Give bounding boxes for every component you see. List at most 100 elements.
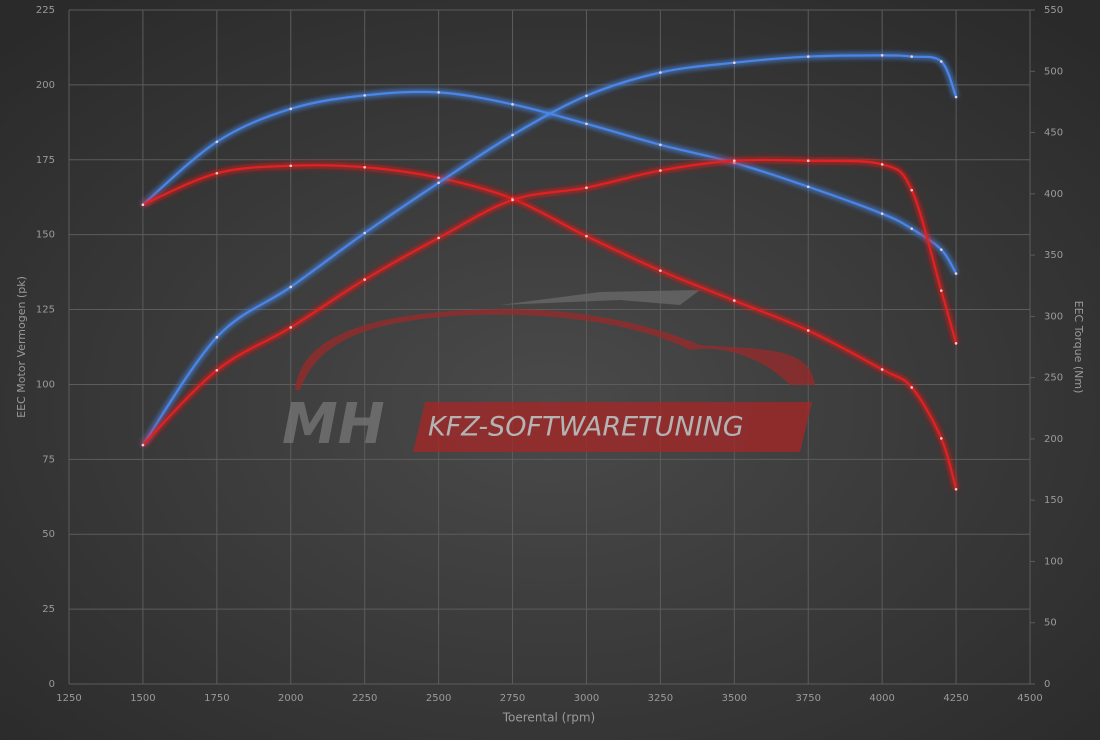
data-point xyxy=(511,198,514,202)
x-tick-label: 1750 xyxy=(204,693,229,704)
data-point xyxy=(939,437,943,440)
data-point xyxy=(806,329,810,332)
y2-tick-label: 450 xyxy=(1044,128,1063,139)
data-point xyxy=(585,94,588,98)
data-point xyxy=(954,342,958,345)
y-tick-label: 0 xyxy=(49,679,55,690)
data-point xyxy=(880,54,884,57)
x-tick-label: 4500 xyxy=(1017,693,1042,704)
data-point xyxy=(437,176,440,180)
x-axis-label: Toerental (rpm) xyxy=(502,711,595,725)
data-point xyxy=(910,188,914,192)
data-point xyxy=(215,368,219,372)
data-point xyxy=(289,326,293,329)
data-point xyxy=(939,248,943,251)
x-tick-label: 4000 xyxy=(869,693,894,704)
data-point xyxy=(954,95,958,99)
data-point xyxy=(659,269,662,272)
data-point xyxy=(363,94,366,97)
y-axis-label: EEC Motor Vermogen (pk) xyxy=(15,276,28,418)
y2-tick-label: 50 xyxy=(1044,618,1057,629)
x-tick-label: 3500 xyxy=(722,693,747,704)
data-point xyxy=(733,299,736,302)
data-point xyxy=(910,386,914,389)
y-tick-label: 25 xyxy=(42,604,55,615)
data-point xyxy=(733,161,736,165)
data-point xyxy=(215,171,219,175)
data-point xyxy=(806,185,810,189)
data-point xyxy=(954,272,958,275)
x-tick-label: 2500 xyxy=(426,693,451,704)
data-point xyxy=(733,159,736,163)
data-point xyxy=(733,61,736,64)
y2-tick-label: 100 xyxy=(1044,556,1063,567)
data-point xyxy=(437,236,440,240)
y2-tick-label: 500 xyxy=(1044,66,1063,77)
data-point xyxy=(585,186,588,189)
x-tick-label: 1250 xyxy=(56,693,81,704)
x-tick-label: 2000 xyxy=(278,693,303,704)
y-tick-label: 50 xyxy=(42,529,55,540)
y-tick-label: 200 xyxy=(36,80,55,91)
y2-tick-label: 200 xyxy=(1044,434,1063,445)
x-tick-label: 1500 xyxy=(130,693,155,704)
data-point xyxy=(289,285,293,289)
y2-tick-label: 150 xyxy=(1044,495,1063,506)
data-point xyxy=(910,227,914,230)
data-point xyxy=(585,234,588,238)
data-point xyxy=(880,163,884,166)
watermark-text: KFZ-SOFTWARETUNING xyxy=(428,412,744,443)
y-tick-label: 225 xyxy=(36,5,55,16)
y-tick-label: 125 xyxy=(36,305,55,316)
data-point xyxy=(437,181,440,185)
y-tick-label: 175 xyxy=(36,155,55,166)
data-point xyxy=(215,140,219,144)
data-point xyxy=(880,368,884,371)
data-point xyxy=(511,103,514,106)
data-point xyxy=(215,335,219,339)
x-tick-label: 3000 xyxy=(574,693,599,704)
data-point xyxy=(659,169,662,172)
y2-tick-label: 300 xyxy=(1044,311,1063,322)
data-point xyxy=(437,91,440,94)
data-point xyxy=(939,60,943,63)
grid xyxy=(68,9,1035,685)
watermark: MH KFZ-SOFTWARETUNING xyxy=(282,290,815,457)
data-point xyxy=(939,289,943,292)
data-point xyxy=(363,278,366,281)
x-tick-label: 2750 xyxy=(500,693,525,704)
y-tick-label: 150 xyxy=(36,230,55,241)
y2-tick-label: 350 xyxy=(1044,250,1063,261)
data-point xyxy=(289,164,293,168)
x-tick-label: 4250 xyxy=(943,693,968,704)
watermark-roof xyxy=(500,290,700,305)
y2-tick-label: 250 xyxy=(1044,373,1063,384)
y2-tick-label: 400 xyxy=(1044,189,1063,200)
data-point xyxy=(659,143,662,147)
data-point xyxy=(806,55,810,58)
x-tick-label: 2250 xyxy=(352,693,377,704)
data-point xyxy=(511,133,514,137)
y2-tick-label: 550 xyxy=(1044,5,1063,16)
watermark-mh: MH xyxy=(282,392,385,457)
series-line xyxy=(142,164,958,490)
data-point xyxy=(141,203,145,207)
watermark-band xyxy=(413,402,812,452)
y-tick-label: 100 xyxy=(36,379,55,390)
data-point xyxy=(806,159,810,163)
data-point xyxy=(141,443,145,447)
data-point xyxy=(880,212,884,215)
x-tick-label: 3750 xyxy=(796,693,821,704)
y2-tick-label: 0 xyxy=(1044,679,1050,690)
y-tick-label: 75 xyxy=(42,454,55,465)
data-point xyxy=(363,231,366,235)
data-point xyxy=(659,71,662,74)
y2-axis-label: EEC Torque (Nm) xyxy=(1072,301,1085,394)
data-point xyxy=(585,122,588,126)
data-point xyxy=(954,487,958,491)
data-point xyxy=(910,55,914,58)
x-tick-label: 3250 xyxy=(648,693,673,704)
data-point xyxy=(289,107,293,111)
